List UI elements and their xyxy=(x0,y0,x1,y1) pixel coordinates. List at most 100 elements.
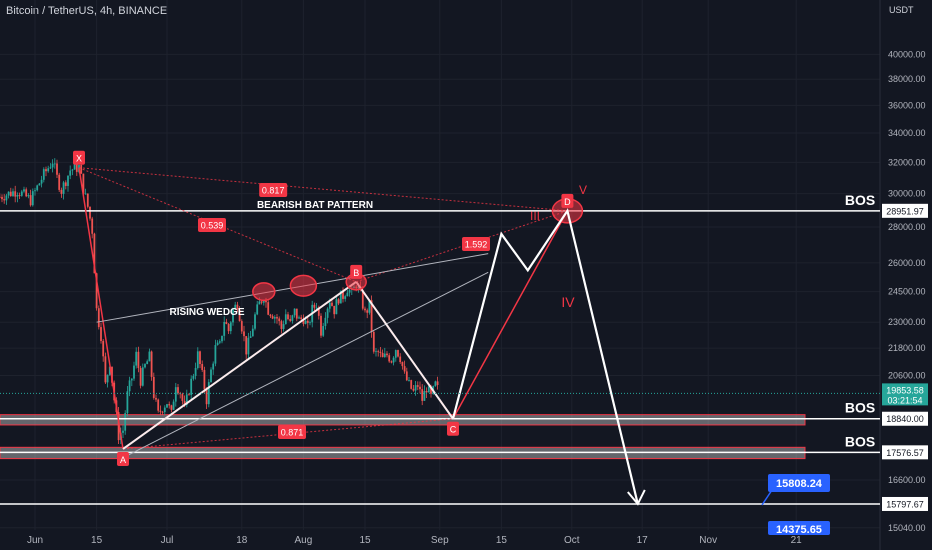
point-label-d-bg xyxy=(561,193,574,208)
ratio-label: 0.817 xyxy=(262,186,285,196)
point-label-d: D xyxy=(564,197,571,207)
candle-body xyxy=(155,397,157,400)
ratio-label: 0.871 xyxy=(281,428,304,438)
time-tick-label: 18 xyxy=(236,535,248,546)
time-axis[interactable]: Jun 15 Jul 18 Aug 15 Sep 15 Oct 17 Nov 21 xyxy=(27,535,802,546)
candle-body xyxy=(25,189,28,197)
candle-body xyxy=(139,368,142,386)
top-highlight-circle xyxy=(289,274,318,297)
price-tick-label: 16600.00 xyxy=(888,475,926,485)
time-tick-label: Jun xyxy=(27,535,43,546)
candle-body xyxy=(249,336,252,338)
candle-body xyxy=(344,296,347,299)
candle-body xyxy=(168,404,171,406)
projection-line xyxy=(451,208,639,505)
candle-body xyxy=(262,300,265,303)
bos-label: BOS xyxy=(845,192,875,208)
candle-body xyxy=(64,182,67,186)
callout-pointer xyxy=(761,489,773,506)
candle-body xyxy=(29,195,32,206)
candle-body xyxy=(379,351,382,353)
candle-body xyxy=(84,193,87,195)
candle-body xyxy=(40,179,43,184)
candle-body xyxy=(194,367,197,376)
candle-body xyxy=(287,314,289,320)
ratio-label-bg xyxy=(198,218,226,232)
candle-body xyxy=(243,331,245,337)
candle-body xyxy=(150,351,153,377)
candle-body xyxy=(276,316,278,319)
candle-body xyxy=(102,340,105,357)
candle-body xyxy=(251,328,254,337)
candle-body xyxy=(430,386,432,394)
candle-body xyxy=(214,345,217,364)
candle-body xyxy=(86,193,89,207)
level-price-label: 17576.57 xyxy=(886,448,924,458)
candle-body xyxy=(383,353,386,358)
level-price-bg xyxy=(882,445,928,460)
candle-body xyxy=(265,300,267,303)
candle-body xyxy=(245,336,248,355)
price-tick-label: 21800.00 xyxy=(888,343,926,353)
candle-body xyxy=(71,169,74,171)
candle-body xyxy=(302,319,305,324)
candle-body xyxy=(20,191,23,196)
candle-body xyxy=(390,361,393,363)
candle-body xyxy=(205,389,208,405)
candle-body xyxy=(56,163,58,175)
candle-body xyxy=(337,299,340,304)
candle-body xyxy=(16,195,19,197)
time-tick-label: 15 xyxy=(359,535,371,546)
candle-body xyxy=(284,314,287,325)
candle-body xyxy=(144,364,146,368)
candle-body xyxy=(75,163,78,172)
candle-body xyxy=(12,191,14,196)
candle-body xyxy=(227,323,230,332)
drawing-lines xyxy=(0,167,880,505)
candle-body xyxy=(93,233,96,274)
price-tick-label: 34000.00 xyxy=(888,128,926,138)
current-price-label: 19853.58 xyxy=(886,385,924,395)
candle-body xyxy=(403,366,406,372)
time-tick-label: 17 xyxy=(637,535,649,546)
candle-body xyxy=(364,308,366,311)
annotation-labels: X A B C D 0.817 0.539 1.592 0.871 BEARISH BAT PAT… xyxy=(73,150,875,536)
pattern-name: BEARISH BAT PATTERN xyxy=(257,200,373,211)
currency-label: USDT xyxy=(889,5,914,15)
level-price-label: 28951.97 xyxy=(886,206,924,216)
price-tick-label: 36000.00 xyxy=(888,100,926,110)
level-price-label: 18840.00 xyxy=(886,414,924,424)
candle-body xyxy=(232,308,234,323)
bos-label: BOS xyxy=(845,433,875,449)
callout-bg xyxy=(768,521,830,535)
candle-body xyxy=(130,378,133,381)
candle-body xyxy=(188,394,190,396)
price-tick-label: 30000.00 xyxy=(888,189,926,199)
candle-body xyxy=(23,189,25,192)
price-tick-label: 40000.00 xyxy=(888,49,926,59)
projection-path xyxy=(451,208,646,506)
candle-body xyxy=(157,399,160,411)
level-price-bg xyxy=(882,203,928,218)
candle-body xyxy=(324,317,327,327)
candle-body xyxy=(207,382,210,405)
candle-body xyxy=(408,380,410,381)
candle-body xyxy=(309,322,311,324)
price-tick-label: 32000.00 xyxy=(888,157,926,167)
candle-body xyxy=(236,304,239,310)
candle-body xyxy=(190,378,193,395)
candle-body xyxy=(410,380,413,389)
candle-body xyxy=(47,168,50,172)
candle-body xyxy=(146,361,149,365)
ratio-label: 0.539 xyxy=(201,221,224,231)
candle-body xyxy=(14,191,17,197)
candle-body xyxy=(315,307,318,309)
candle-body xyxy=(436,381,439,385)
point-label-a-bg xyxy=(117,451,129,466)
candle-body xyxy=(247,337,250,355)
candle-body xyxy=(225,321,228,324)
price-axis[interactable]: 15040.00 16600.00 20600.00 21800.00 23000.00… xyxy=(0,49,928,533)
candle-body xyxy=(49,167,52,169)
candle-body xyxy=(306,320,309,323)
